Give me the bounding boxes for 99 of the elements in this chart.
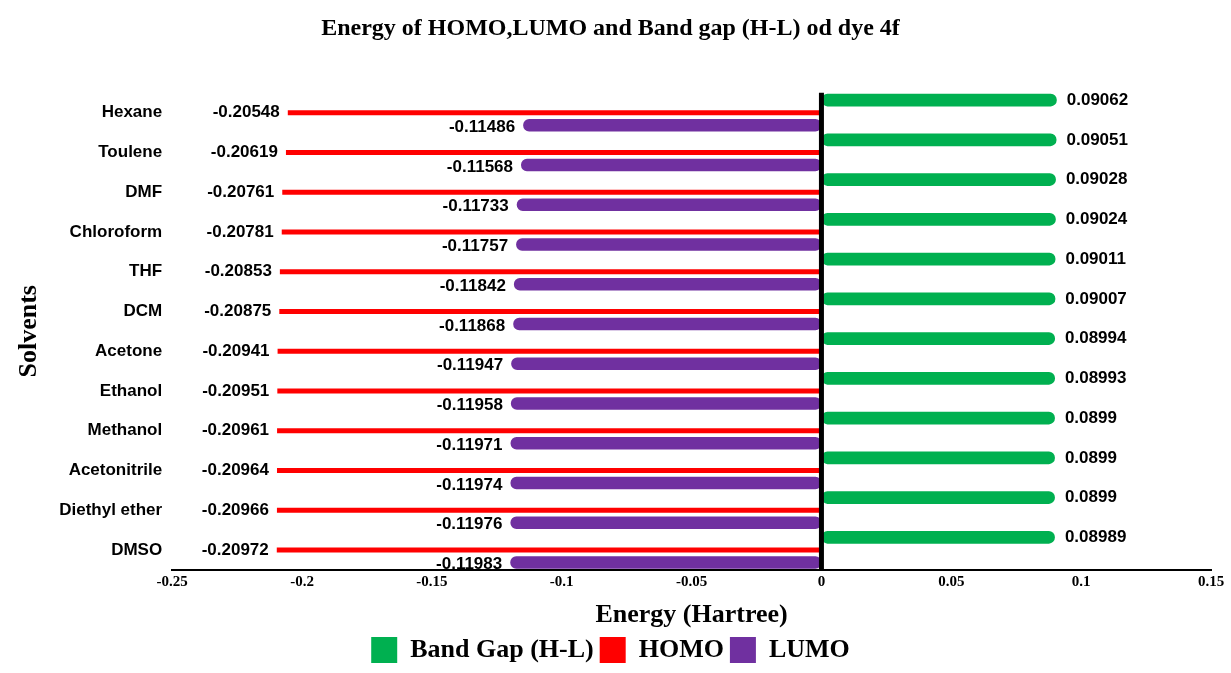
bar — [510, 516, 822, 530]
bar — [516, 238, 822, 251]
bar — [821, 372, 1055, 385]
x-tick-label: 0.1 — [1071, 572, 1091, 589]
data-label: 0.09062 — [1066, 89, 1129, 109]
y-tick-label: Hexane — [101, 102, 163, 122]
data-label: 0.08994 — [1065, 328, 1128, 348]
bar — [821, 531, 1055, 544]
data-label: 0.09011 — [1065, 248, 1126, 268]
data-label: -0.11733 — [442, 196, 509, 216]
legend-label: HOMO — [638, 633, 724, 663]
data-label: -0.11983 — [436, 554, 503, 574]
data-label: 0.08993 — [1064, 368, 1127, 388]
bar — [821, 332, 1056, 345]
chart-title: Energy of HOMO,LUMO and Band gap (H-L) od dye 4f — [321, 13, 901, 40]
bar — [821, 292, 1056, 306]
y-tick-label: Acetone — [95, 340, 163, 360]
data-label: -0.11976 — [436, 514, 503, 534]
data-label: -0.11757 — [441, 236, 509, 256]
data-label: -0.20875 — [204, 301, 272, 321]
bar — [510, 436, 822, 450]
data-label: -0.20853 — [204, 261, 272, 281]
bar — [821, 491, 1055, 504]
data-label: 0.09007 — [1065, 288, 1127, 308]
data-label: -0.20761 — [207, 181, 275, 201]
data-label: 0.09051 — [1066, 129, 1128, 149]
x-tick-label: -0.15 — [416, 572, 448, 589]
data-label: -0.20972 — [201, 539, 269, 559]
x-tick-label: -0.05 — [675, 572, 708, 589]
data-label: -0.11842 — [439, 275, 506, 295]
data-label: -0.11971 — [436, 434, 503, 454]
data-label: -0.20951 — [202, 380, 270, 400]
bar — [277, 428, 822, 434]
data-label: -0.20966 — [201, 499, 269, 519]
bar — [510, 476, 822, 490]
data-label: -0.20961 — [201, 420, 270, 440]
y-tick-label: Toulene — [98, 142, 163, 162]
x-tick-label: -0.2 — [290, 572, 314, 589]
data-label: -0.11868 — [439, 315, 506, 335]
data-label: -0.11958 — [436, 395, 503, 415]
bar — [821, 213, 1056, 226]
data-label: -0.20781 — [206, 221, 274, 241]
bar — [276, 467, 822, 473]
legend-label: LUMO — [768, 633, 850, 663]
legend-label: Band Gap (H-L) — [410, 633, 594, 663]
y-tick-label: Diethyl ether — [59, 499, 163, 519]
data-label: 0.0899 — [1064, 447, 1117, 467]
data-label: -0.20619 — [210, 142, 278, 162]
bar — [523, 118, 822, 132]
y-tick-label: Acetonitrile — [68, 460, 163, 480]
bar — [276, 507, 822, 513]
y-tick-label: DMSO — [111, 539, 163, 559]
data-label: -0.20941 — [202, 340, 270, 360]
data-label: -0.20548 — [212, 102, 280, 122]
bar — [511, 357, 822, 371]
bar — [282, 189, 822, 195]
y-tick-label: DCM — [123, 301, 163, 321]
bar — [513, 277, 822, 291]
x-tick-label: 0.05 — [938, 572, 965, 589]
data-label: 0.09024 — [1065, 209, 1128, 229]
data-label: 0.0899 — [1064, 487, 1117, 507]
y-tick-label: Ethanol — [99, 380, 163, 400]
bar — [510, 556, 822, 569]
y-axis-title: Solvents — [13, 285, 43, 378]
bar — [821, 411, 1055, 425]
bar — [513, 317, 822, 331]
data-label: -0.20964 — [201, 460, 270, 480]
data-label: -0.11486 — [448, 116, 516, 136]
bar — [277, 348, 822, 354]
data-label: 0.0899 — [1064, 407, 1117, 427]
y-tick-label: Methanol — [87, 420, 163, 440]
bar — [821, 133, 1057, 147]
bar — [276, 547, 822, 553]
x-tick-label: -0.1 — [549, 572, 574, 589]
bar — [510, 397, 822, 410]
bar — [821, 252, 1056, 266]
bar — [821, 93, 1057, 107]
data-label: 0.08989 — [1064, 527, 1127, 547]
data-label: 0.09028 — [1065, 169, 1128, 189]
data-label: -0.11568 — [446, 156, 514, 176]
x-tick-label: -0.25 — [156, 572, 188, 589]
bar — [277, 388, 822, 394]
bar — [521, 158, 822, 172]
y-tick-label: Chloroform — [69, 221, 163, 241]
y-tick-label: THF — [129, 261, 163, 281]
bar — [279, 269, 822, 275]
bar — [285, 149, 822, 155]
bar — [287, 110, 822, 116]
bar — [279, 308, 822, 314]
x-tick-label: 0.15 — [1197, 572, 1225, 589]
data-label: -0.11947 — [436, 355, 504, 375]
x-tick-label: 0 — [817, 572, 826, 589]
bar — [281, 229, 822, 235]
bar — [516, 198, 822, 212]
data-label: -0.11974 — [436, 474, 503, 494]
bar — [821, 173, 1056, 186]
x-axis-title: Energy (Hartree) — [595, 599, 788, 629]
y-tick-label: DMF — [125, 181, 163, 201]
bar — [821, 451, 1055, 465]
